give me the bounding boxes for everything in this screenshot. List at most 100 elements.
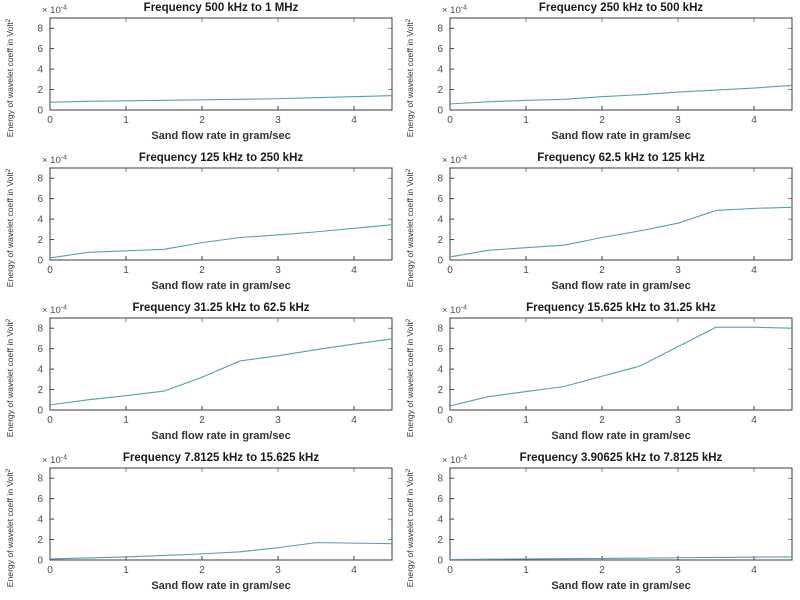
y-exponent-label: × 10-4 bbox=[42, 455, 67, 467]
axes-box bbox=[49, 317, 393, 411]
x-tick-label: 4 bbox=[751, 265, 757, 276]
y-tick-label: 4 bbox=[437, 65, 443, 76]
plot-title: Frequency 15.625 kHz to 31.25 kHz bbox=[526, 302, 716, 314]
x-tick-label: 3 bbox=[275, 565, 281, 576]
x-tick-label: 1 bbox=[523, 265, 529, 276]
x-tick-label: 3 bbox=[675, 115, 681, 126]
y-exponent-sup: -4 bbox=[61, 455, 67, 462]
x-tick-label: 4 bbox=[351, 115, 357, 126]
x-axis-label: Sand flow rate in gram/sec bbox=[551, 130, 690, 142]
plot-svg: 0 1 2 3 4 0 2 4 6 8 Frequency 15.625 kHz to 31.25 … bbox=[405, 302, 793, 442]
y-axis-label-base: Energy of wavelet coeff in Volt bbox=[5, 172, 15, 288]
x-tick-label: 3 bbox=[675, 565, 681, 576]
x-tick-label: 4 bbox=[351, 565, 357, 576]
y-axis-label-sup: 2 bbox=[5, 318, 12, 322]
y-exponent-sup: -4 bbox=[461, 305, 467, 312]
x-tick-label: 4 bbox=[351, 265, 357, 276]
y-tick-label: 4 bbox=[37, 365, 43, 376]
y-tick-label: 8 bbox=[37, 474, 43, 485]
y-axis-label: Energy of wavelet coeff in Volt2 bbox=[5, 168, 15, 287]
y-exponent-base: × 10 bbox=[442, 305, 461, 316]
data-line bbox=[49, 224, 393, 259]
y-axis-label: Energy of wavelet coeff in Volt2 bbox=[405, 318, 415, 437]
y-axis-label-base: Energy of wavelet coeff in Volt bbox=[405, 22, 415, 138]
y-exponent-label: × 10-4 bbox=[442, 305, 467, 317]
y-exponent-label: × 10-4 bbox=[442, 155, 467, 167]
y-tick-label: 8 bbox=[37, 174, 43, 185]
y-axis-label: Energy of wavelet coeff in Volt2 bbox=[405, 468, 415, 587]
plot-svg: 0 1 2 3 4 0 2 4 6 8 Frequency 31.25 kHz to 62.5 kH… bbox=[5, 302, 393, 442]
x-tick-label: 3 bbox=[275, 115, 281, 126]
x-tick-label: 4 bbox=[751, 415, 757, 426]
y-tick-label: 2 bbox=[37, 535, 43, 546]
plot-title: Frequency 31.25 kHz to 62.5 kHz bbox=[132, 302, 309, 314]
y-tick-label: 6 bbox=[37, 194, 43, 205]
axes-box bbox=[49, 467, 393, 561]
y-exponent-base: × 10 bbox=[42, 155, 61, 166]
y-axis-label-base: Energy of wavelet coeff in Volt bbox=[5, 322, 15, 438]
y-axis-label-base: Energy of wavelet coeff in Volt bbox=[405, 172, 415, 288]
y-tick-label: 2 bbox=[437, 235, 443, 246]
y-exponent-base: × 10 bbox=[42, 5, 61, 16]
x-tick-label: 3 bbox=[275, 265, 281, 276]
x-axis-label: Sand flow rate in gram/sec bbox=[151, 580, 290, 592]
x-tick-label: 3 bbox=[675, 415, 681, 426]
y-tick-label: 4 bbox=[437, 215, 443, 226]
plot-svg: 0 1 2 3 4 0 2 4 6 8 Frequency 7.8125 kHz to 15.625… bbox=[5, 452, 393, 592]
x-tick-label: 1 bbox=[123, 115, 129, 126]
x-tick-label: 1 bbox=[123, 565, 129, 576]
y-axis-label-sup: 2 bbox=[5, 468, 12, 472]
x-tick-label: 2 bbox=[599, 565, 605, 576]
y-tick-label: 6 bbox=[437, 44, 443, 55]
plot-title: Frequency 500 kHz to 1 MHz bbox=[144, 2, 299, 14]
x-tick-label: 2 bbox=[599, 115, 605, 126]
y-exponent-sup: -4 bbox=[61, 5, 67, 12]
y-exponent-base: × 10 bbox=[42, 455, 61, 466]
subplot-4: 0 1 2 3 4 0 2 4 6 8 Frequency 62.5 kHz to 125 kHz ×… bbox=[400, 150, 800, 300]
axes-box bbox=[49, 17, 393, 111]
y-tick-label: 2 bbox=[437, 85, 443, 96]
y-tick-label: 0 bbox=[437, 106, 443, 117]
axes-box bbox=[449, 17, 793, 111]
x-tick-label: 1 bbox=[523, 565, 529, 576]
y-tick-label: 8 bbox=[37, 24, 43, 35]
y-tick-label: 0 bbox=[37, 556, 43, 567]
y-axis-label-base: Energy of wavelet coeff in Volt bbox=[405, 472, 415, 588]
plot-svg: 0 1 2 3 4 0 2 4 6 8 Frequency 125 kHz to 250 kHz × … bbox=[5, 152, 393, 292]
y-tick-label: 4 bbox=[37, 65, 43, 76]
x-axis-label: Sand flow rate in gram/sec bbox=[151, 130, 290, 142]
y-tick-label: 8 bbox=[437, 24, 443, 35]
y-exponent-base: × 10 bbox=[442, 455, 461, 466]
y-exponent-label: × 10-4 bbox=[42, 305, 67, 317]
y-axis-label: Energy of wavelet coeff in Volt2 bbox=[405, 168, 415, 287]
data-line bbox=[49, 542, 393, 560]
y-axis-label-sup: 2 bbox=[405, 468, 412, 472]
y-exponent-base: × 10 bbox=[442, 5, 461, 16]
plot-title: Frequency 62.5 kHz to 125 kHz bbox=[537, 152, 705, 164]
y-axis-label-base: Energy of wavelet coeff in Volt bbox=[405, 322, 415, 438]
y-axis-label-base: Energy of wavelet coeff in Volt bbox=[5, 472, 15, 588]
x-axis-label: Sand flow rate in gram/sec bbox=[551, 430, 690, 442]
y-tick-label: 6 bbox=[437, 494, 443, 505]
data-line bbox=[49, 338, 393, 406]
y-tick-label: 8 bbox=[437, 474, 443, 485]
x-tick-label: 1 bbox=[523, 415, 529, 426]
y-axis-label-sup: 2 bbox=[405, 318, 412, 322]
y-tick-label: 2 bbox=[37, 85, 43, 96]
y-tick-label: 8 bbox=[437, 174, 443, 185]
y-tick-label: 6 bbox=[37, 44, 43, 55]
data-line bbox=[449, 326, 793, 407]
x-tick-label: 1 bbox=[123, 265, 129, 276]
plot-title: Frequency 125 kHz to 250 kHz bbox=[139, 152, 304, 164]
plot-svg: 0 1 2 3 4 0 2 4 6 8 Frequency 62.5 kHz to 125 kHz ×… bbox=[405, 152, 793, 292]
x-tick-label: 0 bbox=[447, 415, 453, 426]
y-tick-label: 0 bbox=[37, 256, 43, 267]
x-tick-label: 2 bbox=[199, 415, 205, 426]
x-tick-label: 1 bbox=[123, 415, 129, 426]
x-tick-label: 2 bbox=[599, 265, 605, 276]
x-axis-label: Sand flow rate in gram/sec bbox=[151, 430, 290, 442]
y-exponent-sup: -4 bbox=[461, 155, 467, 162]
x-tick-label: 0 bbox=[447, 565, 453, 576]
x-tick-label: 0 bbox=[47, 265, 53, 276]
plot-svg: 0 1 2 3 4 0 2 4 6 8 Frequency 3.90625 kHz to 7.812… bbox=[405, 452, 793, 592]
